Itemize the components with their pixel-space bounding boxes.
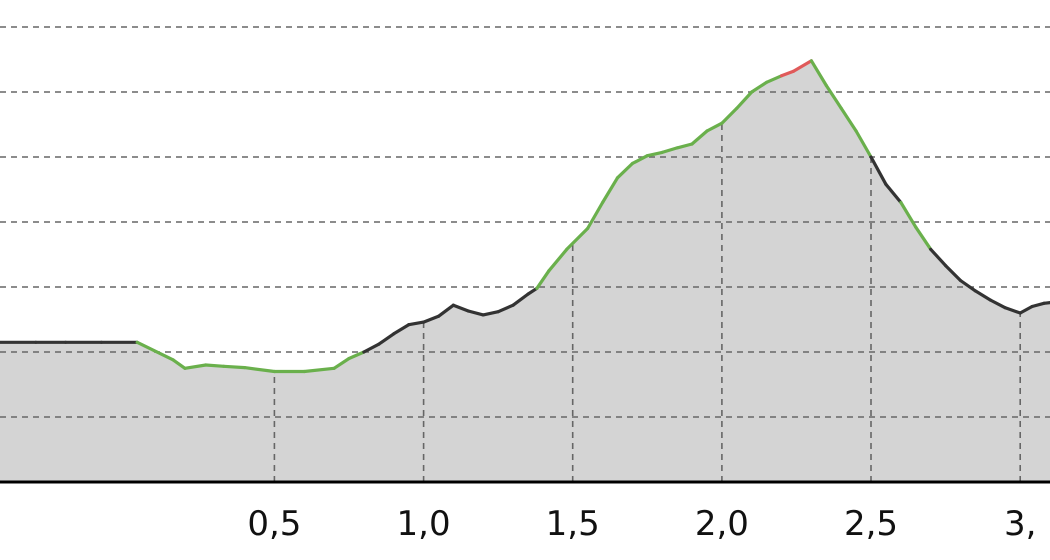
profile-segment [392,323,411,336]
profile-segment [839,106,858,133]
profile-segment [854,129,873,159]
profile-segment [511,292,530,307]
profile-segment [204,363,226,368]
profile-segment [466,309,485,317]
profile-segment [407,320,426,327]
x-tick-labels: 0,5 1,0 1,5 2,0 2,5 3, [247,504,1036,544]
profile-segment [377,332,396,346]
profile-segment [914,225,933,251]
profile-segment [705,121,724,133]
elevation-area [0,60,1050,483]
profile-segment [547,247,569,273]
profile-segment [600,176,620,205]
profile-segment [451,303,470,313]
profile-segment [347,350,366,361]
x-tick-label: 0,5 [247,504,301,544]
x-tick-label: 2,0 [695,504,749,544]
x-tick-label: 1,5 [546,504,600,544]
profile-segment [779,69,796,78]
profile-segment [750,80,769,94]
profile-segment [183,363,208,370]
profile-segment [645,150,664,158]
profile-segment [958,278,978,293]
x-tick-label: 2,5 [844,504,898,544]
profile-segment [222,364,247,370]
profile-segment [332,356,351,370]
x-tick-label: 1,0 [397,504,451,544]
profile-segment [929,247,948,268]
profile-segment [1042,301,1050,305]
profile-segment [1030,301,1046,309]
profile-segment [302,366,336,374]
profile-segment [899,200,918,229]
profile-segment [660,146,679,154]
profile-segment [988,298,1007,310]
profile-segment [973,289,992,302]
profile-segment [791,59,814,73]
profile-segment [422,314,441,324]
profile-segment [565,226,590,251]
profile-segment [362,342,381,354]
profile-segment [615,161,635,180]
profile-segment [675,142,694,150]
profile-segment [585,200,605,231]
profile-segment [481,310,500,317]
profile-segment [764,74,784,84]
profile-segment [1018,304,1034,315]
profile-segment [535,269,551,290]
profile-segment [720,106,739,125]
profile-segment [526,286,539,296]
profile-segment [735,90,754,110]
profile-segment [809,59,828,88]
profile-line-layer [0,59,1050,374]
grid-layer [0,26,1050,482]
profile-segment [884,182,903,205]
profile-segment [1003,306,1022,315]
area-layer [0,60,1050,483]
profile-segment [496,303,515,314]
profile-segment [630,154,649,166]
profile-segment [135,340,175,362]
x-tick-label: 3, [1004,504,1036,544]
profile-segment [171,358,187,370]
profile-segment [943,264,963,283]
profile-segment [243,366,276,374]
profile-segment [869,155,888,186]
profile-segment [436,303,455,318]
profile-segment [690,129,709,146]
profile-segment [824,83,843,110]
